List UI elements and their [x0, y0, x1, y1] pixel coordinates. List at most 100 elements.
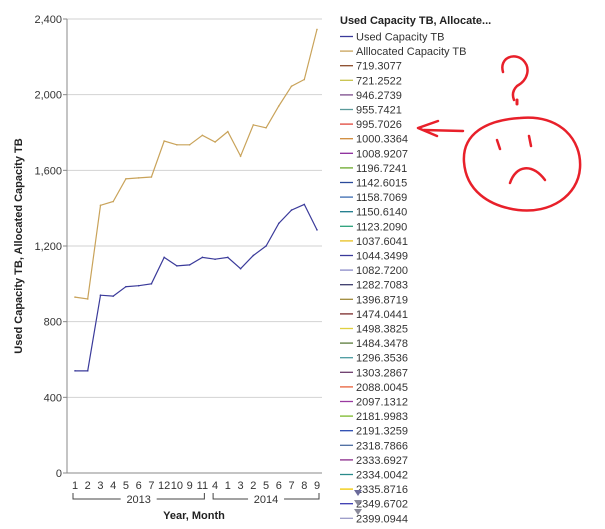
x-tick-label: 2 — [85, 480, 91, 492]
legend-item-label: 2318.7866 — [356, 440, 408, 452]
data-point — [265, 126, 267, 129]
data-point — [125, 178, 127, 180]
legend-item-label: 1044.3499 — [356, 251, 408, 263]
legend-item-label: 1396.8719 — [356, 294, 408, 306]
data-point — [150, 283, 153, 285]
data-point — [303, 78, 306, 81]
data-point — [163, 140, 165, 142]
gridlines — [67, 18, 322, 474]
y-axis-title: Used Capacity TB, Allocated Capacity TB — [13, 138, 25, 353]
legend-item-label: 721.2522 — [356, 75, 402, 87]
y-tick-label: 2,000 — [34, 90, 62, 102]
legend-item-label: 2334.0042 — [356, 470, 408, 482]
legend-item-label: 1142.6015 — [356, 178, 407, 190]
data-point — [277, 222, 280, 225]
y-tick-label: 400 — [44, 392, 62, 404]
data-point — [252, 124, 255, 126]
x-tick-label: 3 — [97, 480, 103, 492]
data-point — [176, 143, 178, 146]
data-point — [188, 264, 191, 266]
y-tick-label: 1,200 — [34, 241, 62, 253]
data-point — [125, 285, 127, 288]
legend-item-label: 2335.8716 — [356, 484, 408, 496]
x-tick-label: 12 — [158, 480, 170, 492]
legend-item-label: 1296.3536 — [356, 353, 408, 365]
legend-item-label: 2181.9983 — [356, 411, 408, 423]
legend-item-label: 1158.7069 — [356, 192, 407, 204]
legend-item-label: 1008.9207 — [356, 148, 408, 160]
data-point — [277, 105, 280, 107]
data-point — [227, 130, 229, 133]
x-tick-label: 6 — [136, 480, 142, 492]
x-tick-label: 2 — [250, 480, 256, 492]
data-point — [112, 200, 115, 203]
legend-item-label: 2097.1312 — [356, 397, 408, 409]
x-tick-label: 6 — [276, 480, 282, 492]
data-point — [137, 177, 140, 179]
data-point — [316, 28, 318, 31]
x-tick-label: 9 — [314, 480, 320, 492]
year-label: 2013 — [126, 494, 150, 506]
y-tick-label: 1,600 — [34, 165, 62, 177]
x-tick-label: 8 — [301, 480, 307, 492]
legend-item-label: 1484.3478 — [356, 338, 408, 350]
x-tick-label: 4 — [110, 480, 116, 492]
series-line-used-capacity — [75, 203, 318, 372]
data-point — [176, 265, 178, 267]
data-point — [74, 370, 76, 372]
data-point — [265, 245, 267, 247]
data-point — [227, 256, 229, 259]
legend-item-label: 1498.3825 — [356, 324, 408, 336]
data-point — [137, 284, 140, 287]
x-tick-label: 5 — [263, 480, 269, 492]
legend-item-label: Alllocated Capacity TB — [356, 46, 466, 58]
y-tick-label: 2,400 — [34, 14, 62, 26]
x-tick-label: 5 — [123, 480, 129, 492]
legend-item-label: 1037.6041 — [356, 236, 408, 248]
triangle-down-icon[interactable] — [354, 509, 362, 515]
x-tick-label: 4 — [212, 480, 218, 492]
legend-item-label: 1082.7200 — [356, 265, 408, 277]
sad-face-question-drawing — [416, 55, 582, 212]
data-point — [86, 370, 89, 372]
legend-title: Used Capacity TB, Allocate... — [340, 15, 491, 27]
legend-item-label: 1196.7241 — [356, 163, 407, 175]
x-tick-label: 9 — [187, 480, 193, 492]
data-point — [201, 134, 204, 137]
data-point — [252, 254, 255, 257]
legend-item-label: 1000.3364 — [356, 134, 408, 146]
series-lines — [74, 28, 318, 372]
series-line-allocated-capacity — [74, 29, 318, 300]
x-axis-title: Year, Month — [163, 510, 225, 522]
year-bracket — [212, 493, 320, 500]
legend-item-label: 955.7421 — [356, 105, 402, 117]
data-point — [86, 298, 89, 300]
data-point — [316, 229, 318, 231]
legend: Used Capacity TB, Allocate... Used Capaci… — [340, 15, 491, 525]
data-point — [303, 203, 306, 206]
data-point — [99, 294, 102, 296]
data-point — [214, 258, 216, 261]
legend-item-label: Used Capacity TB — [356, 32, 444, 44]
legend-item-label: 2333.6927 — [356, 455, 408, 467]
legend-item-label: 719.3077 — [356, 61, 402, 73]
triangle-down-icon[interactable] — [354, 490, 362, 496]
y-tick-label: 0 — [56, 468, 62, 480]
year-label: 2014 — [254, 494, 278, 506]
data-point — [201, 256, 204, 259]
data-point — [239, 267, 242, 270]
legend-item-label: 2399.0944 — [356, 513, 408, 524]
legend-item-label: 2191.3259 — [356, 426, 408, 438]
x-tick-label: 7 — [288, 480, 294, 492]
x-tick-label: 10 — [171, 480, 183, 492]
legend-item-label: 2349.6702 — [356, 499, 408, 511]
x-tick-label: 1 — [72, 480, 78, 492]
legend-item-label: 1474.0441 — [356, 309, 408, 321]
x-tick-label: 3 — [238, 480, 244, 492]
triangle-down-icon[interactable] — [354, 500, 362, 506]
data-point — [214, 141, 216, 143]
data-point — [163, 256, 165, 259]
y-tick-label: 800 — [44, 317, 62, 329]
